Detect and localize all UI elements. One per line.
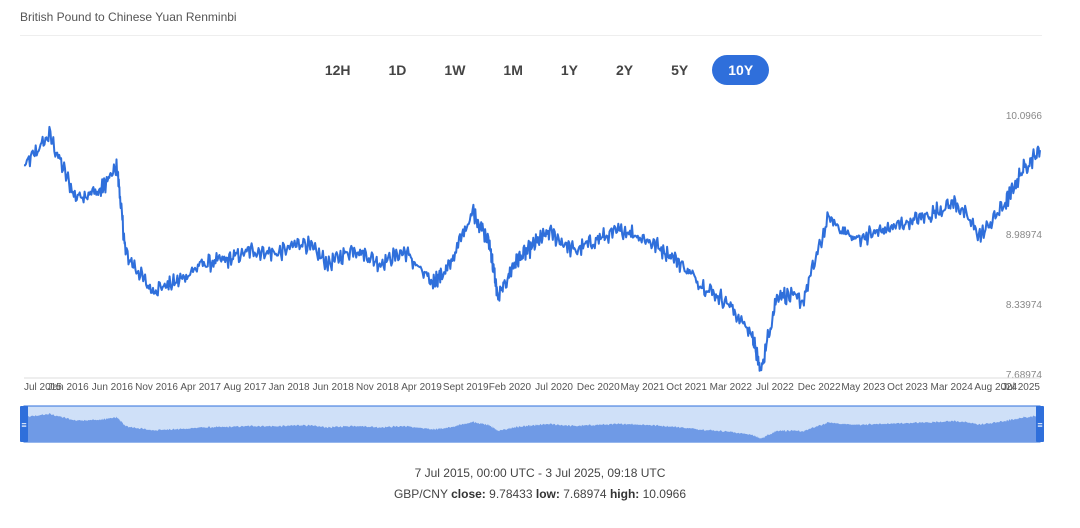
x-tick-label-6: Jan 2018 [268,382,310,393]
low-value: 7.68974 [563,487,607,501]
pair-label: GBP/CNY [393,487,448,501]
x-tick-label-18: Dec 2022 [798,382,841,393]
range-button-1m[interactable]: 1M [503,62,523,78]
high-label: high: [609,487,640,501]
range-button-5y[interactable]: 5Y [671,62,689,78]
navigator-series-area [24,413,1040,442]
range-button-2y[interactable]: 2Y [616,62,634,78]
x-tick-label-4: Apr 2017 [180,382,221,393]
range-button-1w[interactable]: 1W [444,62,466,78]
range-button-1y[interactable]: 1Y [560,62,578,78]
x-tick-label-14: May 2021 [620,382,664,393]
x-tick-label-10: Sept 2019 [443,382,489,393]
close-label: close: [451,487,486,501]
x-tick-label-3: Nov 2016 [135,382,178,393]
x-tick-label-11: Feb 2020 [489,382,532,393]
navigator-chart[interactable]: ≡ ≡ [0,400,1080,446]
navigator-handle-left[interactable] [20,406,28,442]
x-tick-label-19: May 2023 [841,382,885,393]
x-tick-label-16: Mar 2022 [710,382,753,393]
x-tick-label-21: Mar 2024 [931,382,974,393]
chart-title: British Pound to Chinese Yuan Renminbi [20,10,237,24]
navigator-handle-right-grip-icon: ≡ [1037,420,1042,430]
close-value: 9.78433 [489,487,533,501]
range-button-12h[interactable]: 12H [324,62,351,78]
footer-time-range: 7 Jul 2015, 00:00 UTC - 3 Jul 2025, 09:1… [414,466,666,480]
x-tick-label-15: Oct 2021 [666,382,707,393]
time-range-selector: 12H 1D 1W 1M 1Y 2Y 5Y 10Y [0,55,1080,85]
x-tick-label-20: Oct 2023 [887,382,928,393]
x-tick-label-17: Jul 2022 [756,382,794,393]
x-tick-label-0: Jul 2015 [24,382,62,393]
title-divider [20,35,1042,36]
x-tick-label-23: Jul 2025 [1002,382,1040,393]
x-tick-label-5: Aug 2017 [223,382,266,393]
x-tick-label-1: Jan 2016 [48,382,90,393]
x-tick-label-9: Apr 2019 [401,382,442,393]
footer-stats: GBP/CNY close: 9.78433 low: 7.68974 high… [0,487,1080,501]
navigator-handle-right[interactable] [1036,406,1044,442]
x-tick-label-13: Dec 2020 [577,382,620,393]
navigator-handle-left-grip-icon: ≡ [21,420,26,430]
gbp-cny-series-line[interactable] [23,125,1041,372]
y-tick-label-1: 8.98974 [1006,230,1043,241]
x-tick-label-22: Aug 2024 [974,382,1017,393]
x-tick-label-12: Jul 2020 [535,382,573,393]
range-button-10y[interactable]: 10Y [712,55,770,85]
x-tick-label-8: Nov 2018 [356,382,399,393]
x-tick-label-2: Jun 2016 [92,382,134,393]
y-tick-label-0: 10.0966 [1006,111,1043,122]
range-button-1d[interactable]: 1D [388,62,407,78]
x-tick-label-7: Jun 2018 [313,382,355,393]
y-tick-label-2: 8.33974 [1006,300,1043,311]
high-value: 10.0966 [642,487,687,501]
low-label: low: [535,487,560,501]
y-tick-label-3: 7.68974 [1006,370,1043,381]
